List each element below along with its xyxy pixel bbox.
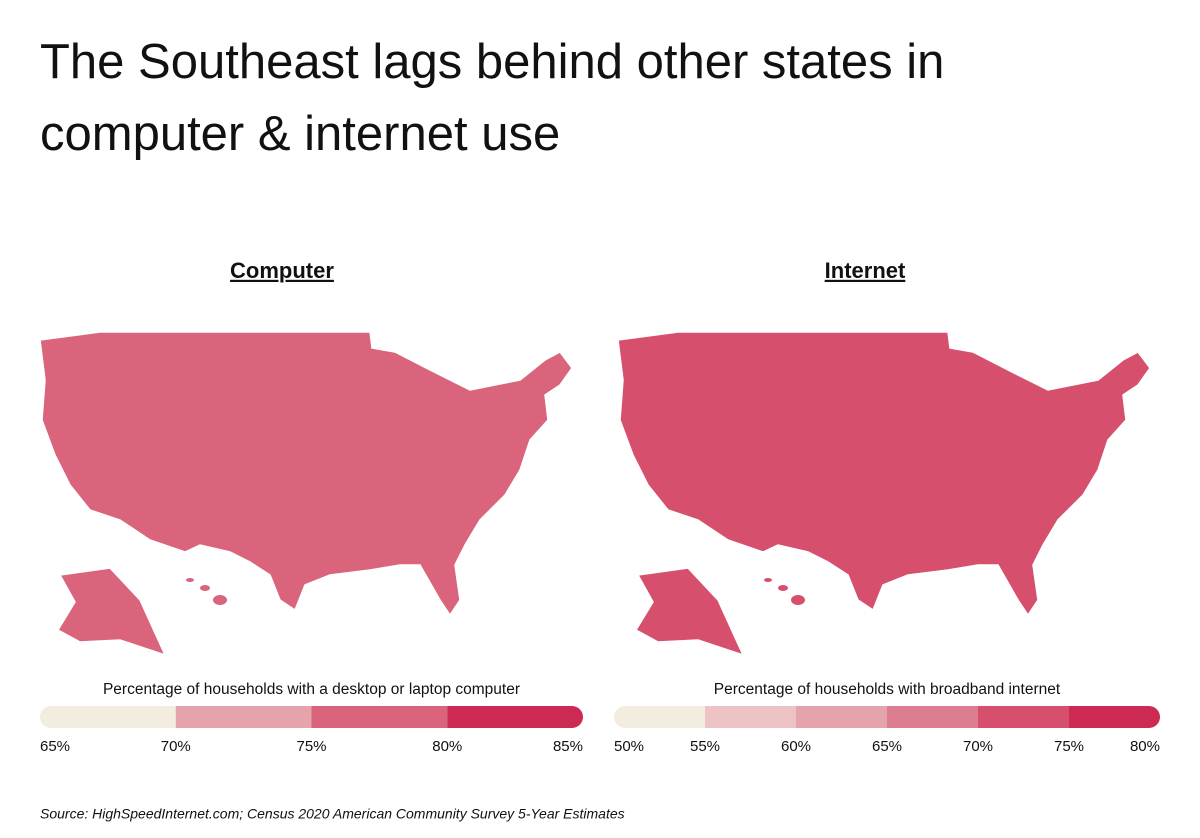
legend-caption: Percentage of households with broadband … (714, 681, 1061, 698)
source: Source: HighSpeedInternet.com; Census 20… (40, 806, 625, 822)
legend-tick-label: 65% (872, 738, 902, 755)
legend-tick-label: 55% (690, 738, 720, 755)
map-internet (617, 331, 1151, 656)
legend-tick-label: 60% (781, 738, 811, 755)
title-line: computer & internet use (40, 107, 560, 161)
title-line: The Southeast lags behind other states i… (40, 35, 944, 89)
legend-tick-label: 85% (553, 738, 583, 755)
legend-swatch (705, 706, 796, 728)
legend-tick-label: 65% (40, 738, 70, 755)
map-computer (39, 331, 573, 656)
legend-tick-label: 75% (1054, 738, 1084, 755)
legend-swatch (796, 706, 887, 728)
legend-swatch (978, 706, 1069, 728)
legend-bar (40, 706, 583, 728)
legend-tick-label: 80% (1130, 738, 1160, 755)
legend-swatch (614, 706, 705, 728)
legend-swatch (311, 706, 448, 728)
legend-tick-label: 80% (432, 738, 462, 755)
map-subtitle: Computer (230, 258, 334, 283)
legend-tick-label: 70% (161, 738, 191, 755)
legend-swatch (887, 706, 978, 728)
legend-tick-label: 75% (296, 738, 326, 755)
legend-tick-label: 50% (614, 738, 644, 755)
legend-bar (614, 706, 1160, 728)
legend-tick-label: 70% (963, 738, 993, 755)
legend-swatch (1069, 706, 1160, 728)
legend-caption: Percentage of households with a desktop … (103, 681, 520, 698)
legend-swatch (447, 706, 583, 728)
legend-swatch (40, 706, 176, 728)
legend-swatch (175, 706, 312, 728)
map-subtitle: Internet (825, 258, 906, 283)
